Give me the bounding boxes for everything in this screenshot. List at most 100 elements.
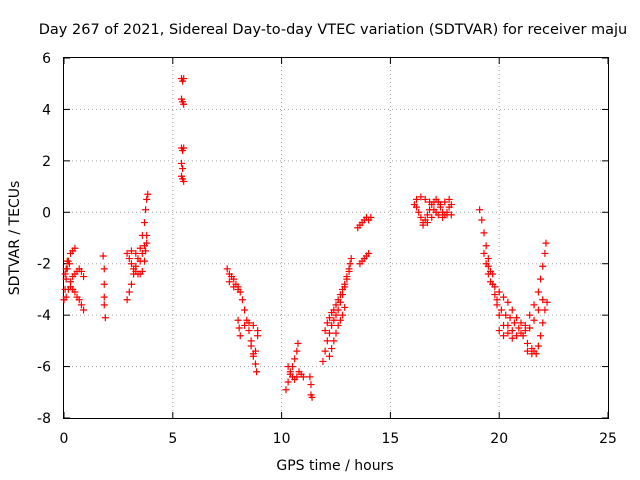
data-point xyxy=(491,291,499,299)
data-point xyxy=(419,221,427,229)
data-point xyxy=(293,347,301,355)
data-point xyxy=(249,352,257,360)
data-point xyxy=(307,381,315,389)
data-point xyxy=(530,301,538,309)
data-point xyxy=(241,321,249,329)
data-point xyxy=(249,321,257,329)
data-point xyxy=(180,75,188,83)
data-point xyxy=(497,306,505,314)
y-tick-label: -8 xyxy=(37,411,51,427)
data-point xyxy=(489,270,497,278)
data-point xyxy=(504,298,512,306)
data-point xyxy=(328,321,336,329)
data-point xyxy=(325,352,333,360)
data-point xyxy=(336,291,344,299)
data-point xyxy=(330,316,338,324)
data-point xyxy=(417,193,425,201)
data-point xyxy=(543,298,551,306)
data-point xyxy=(143,231,151,239)
data-point xyxy=(308,393,316,401)
data-point xyxy=(234,316,242,324)
data-point xyxy=(142,206,150,214)
data-point xyxy=(319,357,327,365)
data-point xyxy=(291,355,299,363)
data-point xyxy=(537,275,545,283)
data-point xyxy=(439,213,447,221)
data-point xyxy=(526,324,534,332)
data-point xyxy=(254,332,262,340)
data-point xyxy=(534,288,542,296)
data-point xyxy=(417,213,425,221)
data-point xyxy=(493,296,501,304)
data-point xyxy=(534,342,542,350)
data-point xyxy=(513,332,521,340)
data-point xyxy=(541,249,549,257)
data-point xyxy=(245,327,253,335)
data-point xyxy=(447,211,455,219)
data-point xyxy=(445,195,453,203)
data-point xyxy=(508,327,516,335)
data-point xyxy=(125,255,133,263)
data-point xyxy=(413,195,421,203)
data-point xyxy=(537,332,545,340)
data-point xyxy=(432,208,440,216)
data-point xyxy=(423,211,431,219)
data-point xyxy=(484,262,492,270)
data-point xyxy=(123,249,131,257)
data-point xyxy=(230,283,238,291)
data-point xyxy=(293,373,301,381)
data-point xyxy=(436,201,444,209)
data-point xyxy=(421,195,429,203)
data-point xyxy=(346,260,354,268)
data-point xyxy=(343,273,351,281)
data-point xyxy=(504,321,512,329)
data-point xyxy=(101,314,109,322)
data-point xyxy=(284,378,292,386)
data-point xyxy=(539,296,547,304)
data-point xyxy=(480,249,488,257)
data-point xyxy=(332,311,340,319)
data-point xyxy=(347,255,355,263)
data-point xyxy=(253,368,261,376)
data-point xyxy=(62,275,70,283)
data-point xyxy=(61,270,69,278)
data-point xyxy=(321,327,329,335)
x-tick-label: 0 xyxy=(60,431,69,447)
x-tick-labels: 0 5 10 15 20 25 xyxy=(60,431,617,447)
data-point xyxy=(144,190,152,198)
data-point xyxy=(478,216,486,224)
data-point xyxy=(415,208,423,216)
data-point xyxy=(127,260,135,268)
data-point xyxy=(180,100,188,108)
data-point xyxy=(341,280,349,288)
data-point xyxy=(138,267,146,275)
data-point xyxy=(325,329,333,337)
data-point xyxy=(71,244,79,252)
data-point xyxy=(80,306,88,314)
data-point xyxy=(236,332,244,340)
data-point xyxy=(299,373,307,381)
data-point xyxy=(77,267,85,275)
data-point xyxy=(332,329,340,337)
data-point xyxy=(180,144,188,152)
data-point xyxy=(530,316,538,324)
data-point xyxy=(294,339,302,347)
data-point xyxy=(136,244,144,252)
data-point xyxy=(247,342,255,350)
data-point xyxy=(367,213,375,221)
data-point xyxy=(523,339,531,347)
data-point xyxy=(65,260,73,268)
y-axis-title: SDTVAR / TECUs xyxy=(7,181,23,296)
data-point xyxy=(480,229,488,237)
data-point xyxy=(539,319,547,327)
data-point xyxy=(321,347,329,355)
grid-lines xyxy=(64,58,608,418)
data-point xyxy=(541,306,549,314)
data-point xyxy=(241,306,249,314)
data-point xyxy=(491,283,499,291)
data-point xyxy=(345,265,353,273)
data-point xyxy=(282,386,290,394)
data-point xyxy=(225,278,233,286)
data-point xyxy=(330,337,338,345)
x-tick-label: 20 xyxy=(490,431,508,447)
